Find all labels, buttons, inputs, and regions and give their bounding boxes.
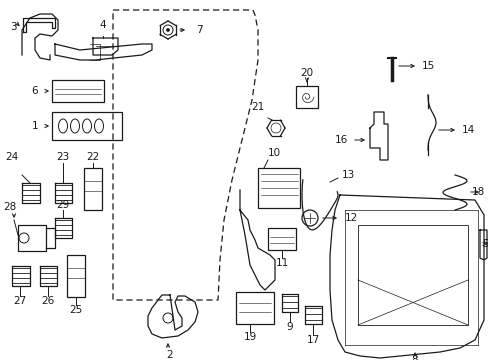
Bar (18, 225, 46, 251)
Circle shape (302, 210, 317, 226)
Circle shape (270, 123, 281, 133)
Text: 9: 9 (286, 322, 293, 332)
Text: 27: 27 (13, 296, 26, 306)
Text: 26: 26 (41, 296, 55, 306)
Ellipse shape (59, 119, 67, 133)
Bar (52, 80, 104, 102)
Circle shape (19, 233, 29, 243)
Text: 17: 17 (306, 335, 319, 345)
Circle shape (163, 313, 173, 323)
Text: 21: 21 (250, 102, 264, 112)
Text: 14: 14 (461, 125, 474, 135)
Text: 22: 22 (86, 152, 100, 162)
Ellipse shape (82, 119, 91, 133)
Bar (267, 228, 295, 250)
Bar (84, 168, 102, 210)
Text: 10: 10 (267, 148, 281, 158)
Text: 2: 2 (166, 350, 173, 360)
Text: 5: 5 (481, 239, 488, 249)
Text: 3: 3 (10, 22, 17, 32)
Text: 8: 8 (411, 355, 417, 360)
Text: 28: 28 (3, 202, 17, 212)
Bar (295, 86, 317, 108)
Text: 23: 23 (56, 152, 69, 162)
Text: 16: 16 (334, 135, 347, 145)
Ellipse shape (70, 119, 80, 133)
Bar (67, 255, 85, 297)
Text: 25: 25 (69, 305, 82, 315)
Ellipse shape (94, 119, 103, 133)
Bar (52, 112, 122, 140)
Text: 7: 7 (196, 25, 202, 35)
Text: 1: 1 (31, 121, 38, 131)
Bar (236, 292, 273, 324)
Text: 24: 24 (5, 152, 18, 162)
Bar (258, 168, 299, 208)
Text: 4: 4 (100, 20, 106, 30)
Circle shape (166, 28, 169, 31)
Text: 19: 19 (243, 332, 256, 342)
Text: 20: 20 (300, 68, 313, 78)
Circle shape (163, 25, 173, 35)
Text: 11: 11 (275, 258, 288, 268)
Text: 15: 15 (421, 61, 434, 71)
Text: 18: 18 (471, 187, 484, 197)
Text: 29: 29 (56, 200, 69, 210)
Bar (357, 225, 467, 325)
Text: 12: 12 (345, 213, 358, 223)
Text: 6: 6 (31, 86, 38, 96)
Text: 13: 13 (341, 170, 354, 180)
